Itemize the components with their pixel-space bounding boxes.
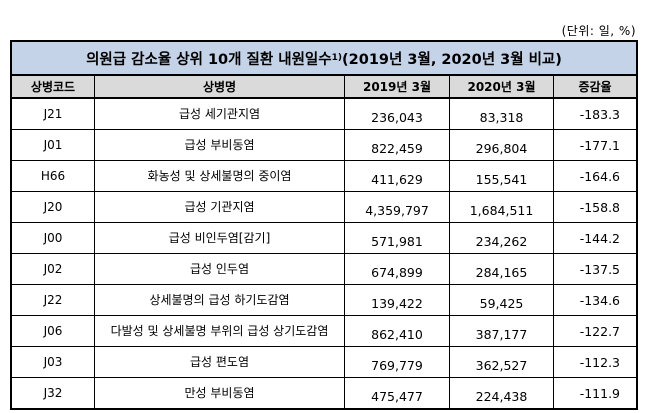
cell-code: J21 <box>12 99 95 129</box>
cell-name: 급성 기관지염 <box>95 192 345 222</box>
cell-rate: -112.3 <box>579 354 620 370</box>
cell-code: J03 <box>12 347 95 377</box>
disease-table: 의원급 감소율 상위 10개 질환 내원일수 1) (2019년 3월, 2020… <box>10 40 638 410</box>
cell-code: J22 <box>12 285 95 315</box>
cell-2019: 4,359,797 <box>345 192 450 222</box>
cell-2020: 224,438 <box>450 378 554 408</box>
table-row: J32 만성 부비동염 475,477 224,438 -111.9 <box>12 378 636 408</box>
table-title-period: (2019년 3월, 2020년 3월 비교) <box>342 51 562 68</box>
cell-rate: -183.3 <box>579 106 620 122</box>
cell-code: J02 <box>12 254 95 284</box>
cell-2019: 862,410 <box>345 316 450 346</box>
cell-name: 화농성 및 상세불명의 중이염 <box>95 161 345 191</box>
cell-name: 만성 부비동염 <box>95 378 345 408</box>
header-2020: 2020년 3월 <box>450 76 554 97</box>
cell-name: 급성 비인두염[감기] <box>95 223 345 253</box>
table-row: H66 화농성 및 상세불명의 중이염 411,629 155,541 -164.6 <box>12 161 636 192</box>
table-row: J01 급성 부비동염 822,459 296,804 -177.1 <box>12 130 636 161</box>
cell-code: H66 <box>12 161 95 191</box>
table-row: J02 급성 인두염 674,899 284,165 -137.5 <box>12 254 636 285</box>
cell-code: J00 <box>12 223 95 253</box>
unit-note: (단위: 일, %) <box>561 24 636 38</box>
cell-2020: 83,318 <box>450 99 554 129</box>
cell-name: 상세불명의 급성 하기도감염 <box>95 285 345 315</box>
cell-2020: 284,165 <box>450 254 554 284</box>
header-code: 상병코드 <box>12 76 95 97</box>
cell-rate: -164.6 <box>579 168 620 184</box>
cell-rate: -144.2 <box>579 230 620 246</box>
cell-2019: 674,899 <box>345 254 450 284</box>
cell-2019: 822,459 <box>345 130 450 160</box>
table-row: J00 급성 비인두염[감기] 571,981 234,262 -144.2 <box>12 223 636 254</box>
header-rate: 증감율 <box>578 80 612 94</box>
cell-code: J06 <box>12 316 95 346</box>
cell-2019: 769,779 <box>345 347 450 377</box>
table-header-row: 상병코드 상병명 2019년 3월 2020년 3월 증감율 <box>12 76 636 99</box>
cell-code: J32 <box>12 378 95 408</box>
cell-2019: 475,477 <box>345 378 450 408</box>
cell-rate: -111.9 <box>579 385 620 401</box>
cell-rate: -137.5 <box>579 261 620 277</box>
table-row: J20 급성 기관지염 4,359,797 1,684,511 -158.8 <box>12 192 636 223</box>
cell-2020: 155,541 <box>450 161 554 191</box>
cell-name: 다발성 및 상세불명 부위의 급성 상기도감염 <box>95 316 345 346</box>
header-name: 상병명 <box>95 76 345 97</box>
table-row: J21 급성 세기관지염 236,043 83,318 -183.3 <box>12 99 636 130</box>
cell-name: 급성 부비동염 <box>95 130 345 160</box>
cell-2019: 236,043 <box>345 99 450 129</box>
cell-code: J20 <box>12 192 95 222</box>
cell-2019: 139,422 <box>345 285 450 315</box>
cell-rate: -177.1 <box>579 137 620 153</box>
cell-name: 급성 인두염 <box>95 254 345 284</box>
cell-name: 급성 편도염 <box>95 347 345 377</box>
cell-2019: 571,981 <box>345 223 450 253</box>
cell-2020: 362,527 <box>450 347 554 377</box>
cell-2020: 234,262 <box>450 223 554 253</box>
cell-rate: -134.6 <box>579 292 620 308</box>
cell-2019: 411,629 <box>345 161 450 191</box>
table-row: J22 상세불명의 급성 하기도감염 139,422 59,425 -134.6 <box>12 285 636 316</box>
table-title-main: 의원급 감소율 상위 10개 질환 내원일수 <box>86 51 332 68</box>
cell-2020: 1,684,511 <box>450 192 554 222</box>
cell-rate: -158.8 <box>579 199 620 215</box>
table-body: J21 급성 세기관지염 236,043 83,318 -183.3 J01 급성 부비동염… <box>12 99 636 408</box>
cell-rate: -122.7 <box>579 323 620 339</box>
table-title: 의원급 감소율 상위 10개 질환 내원일수 1) (2019년 3월, 2020… <box>12 42 636 76</box>
cell-name: 급성 세기관지염 <box>95 99 345 129</box>
cell-2020: 387,177 <box>450 316 554 346</box>
table-row: J06 다발성 및 상세불명 부위의 급성 상기도감염 862,410 387,177… <box>12 316 636 347</box>
cell-2020: 296,804 <box>450 130 554 160</box>
cell-code: J01 <box>12 130 95 160</box>
cell-2020: 59,425 <box>450 285 554 315</box>
table-row: J03 급성 편도염 769,779 362,527 -112.3 <box>12 347 636 378</box>
header-2019: 2019년 3월 <box>345 76 450 97</box>
